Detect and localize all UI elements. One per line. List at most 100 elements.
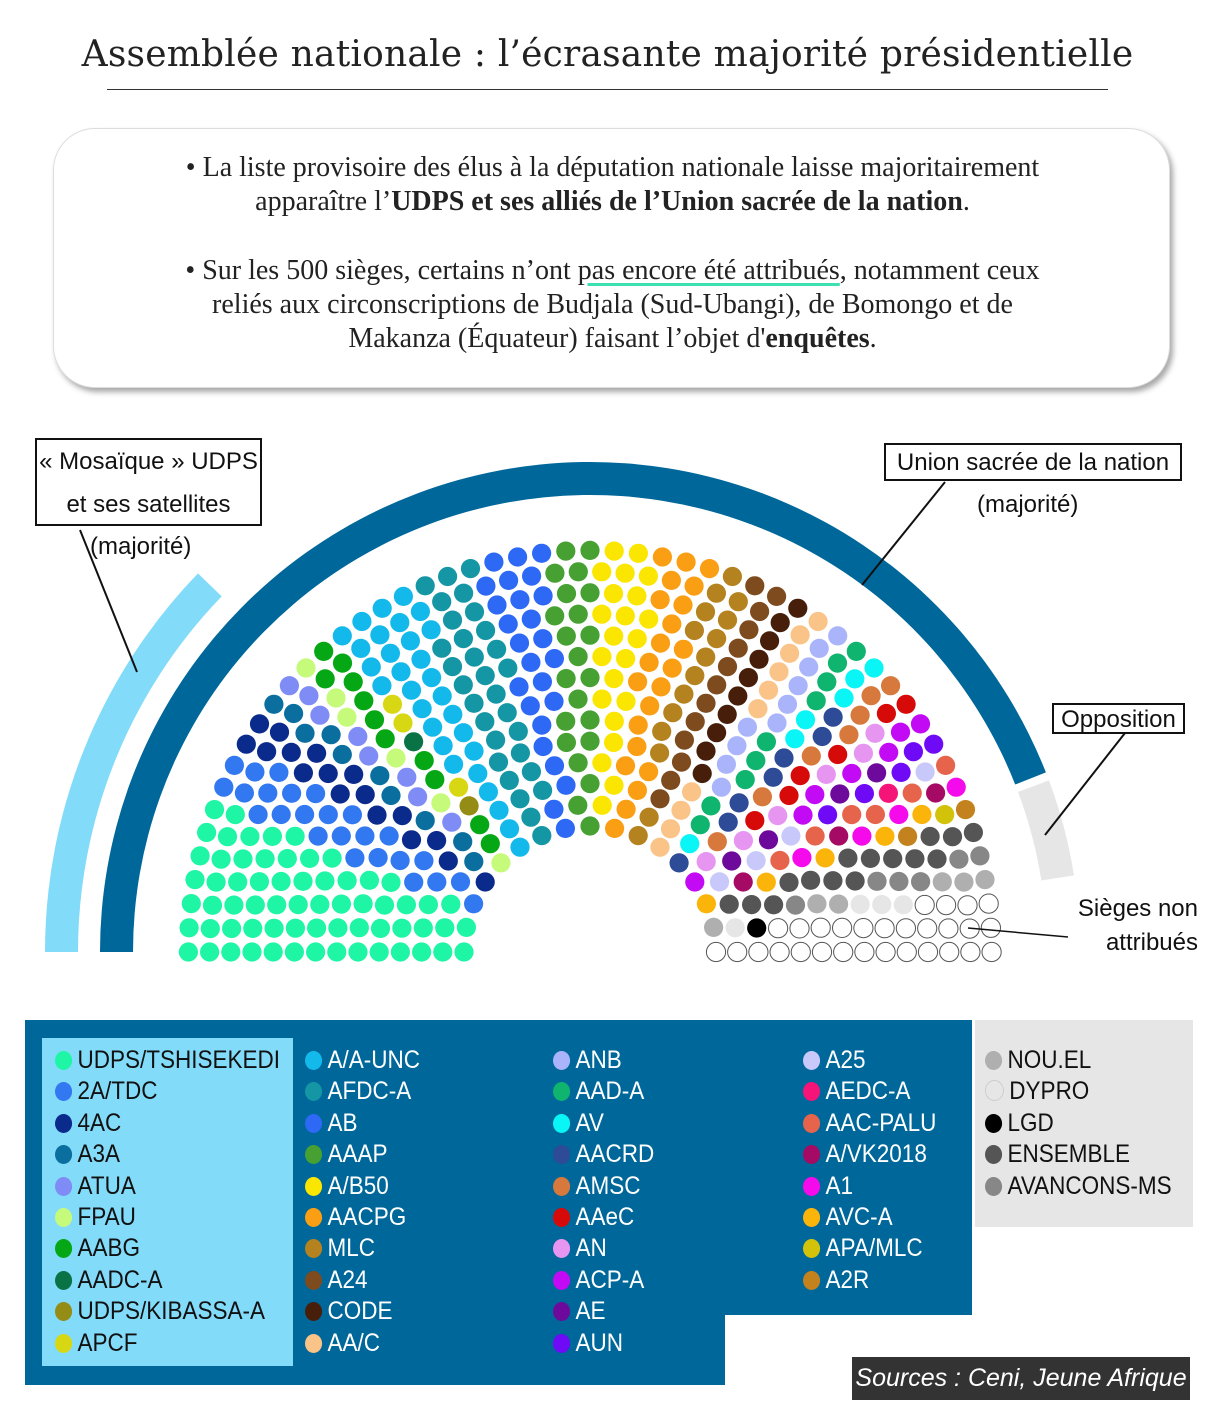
seat-a-a-unc [412, 699, 432, 719]
legend-item: AV [553, 1108, 604, 1139]
seat-atua [442, 812, 462, 832]
seat-a24 [745, 576, 765, 596]
legend-item: AACPG [305, 1202, 406, 1233]
seat-an [733, 831, 754, 851]
seat-a-a-unc [411, 649, 431, 669]
seat-unassigned [939, 941, 960, 963]
seat-aacrd [729, 793, 749, 813]
legend-item: AAeC [553, 1202, 634, 1233]
seat-unassigned [811, 941, 833, 963]
seat-udps-tshisekedi [322, 848, 342, 868]
seat-nou-el [975, 870, 995, 890]
legend-swatch-icon [803, 1270, 821, 1290]
seat-ab [498, 614, 518, 634]
seat-afdc-a [460, 559, 481, 579]
seat-aun [818, 805, 838, 825]
legend-item: AEDC-A [803, 1076, 911, 1107]
seat-an [696, 852, 716, 872]
seat-4ac [475, 872, 495, 892]
seat-4ac [269, 722, 290, 742]
seat-4ac [249, 714, 270, 734]
seat-anb [809, 638, 829, 659]
seat-avc-a [696, 894, 717, 914]
legend-item: A3A [55, 1139, 120, 1170]
legend-label: FPAU [77, 1203, 136, 1231]
legend-swatch-icon [553, 1239, 571, 1259]
seat-udps-tshisekedi [353, 894, 373, 914]
legend-label: AV [575, 1108, 604, 1137]
seat-a-a-unc [422, 668, 442, 688]
seat-ae [758, 830, 779, 850]
seat-ab [555, 818, 576, 839]
legend-label: A/VK2018 [825, 1140, 927, 1169]
seat-a24 [685, 712, 705, 732]
seat-aad-a [827, 653, 848, 673]
seat-code [717, 704, 737, 725]
seat-udps-tshisekedi [396, 895, 416, 915]
legend-item: AADC-A [55, 1265, 163, 1296]
seat-udps-tshisekedi [267, 895, 287, 915]
seat-aabg [470, 815, 490, 835]
mosaique-label: « Mosaïque » UDPS [39, 448, 258, 475]
seat-aaap [580, 583, 600, 603]
seat-an [816, 764, 836, 785]
seat-ab [556, 775, 576, 795]
seat-aacpg [662, 658, 682, 678]
seat-aacpg [699, 559, 720, 579]
seat-a-a-unc [372, 598, 392, 618]
legend-label: ANB [575, 1046, 622, 1074]
seat-aacpg [639, 652, 659, 673]
seat-code [692, 763, 712, 784]
seat-aaec [779, 785, 799, 806]
legend-swatch-icon [55, 1333, 73, 1353]
legend-item: NOU.EL [985, 1045, 1091, 1076]
seat-udps-tshisekedi [243, 918, 263, 939]
legend-item: ATUA [55, 1171, 136, 1202]
legend-label: ATUA [77, 1171, 136, 1200]
seat-a3a [332, 744, 352, 765]
seat-ensemble [838, 848, 858, 868]
seat-ab [499, 570, 519, 591]
seat-2a-tdc [368, 848, 388, 868]
seat-ae [830, 784, 850, 804]
seat-aaec [790, 766, 810, 786]
seat-aun [903, 742, 924, 762]
seat-aad-a [806, 691, 826, 711]
seat-aaap [568, 689, 588, 709]
seat-aacpg [650, 590, 670, 610]
seat-a3a [321, 725, 341, 745]
seat-aa-c [758, 680, 779, 700]
seat-mlc [650, 743, 670, 763]
legend-swatch-icon [55, 1270, 73, 1290]
seat-afdc-a [476, 620, 496, 641]
seat-a3a [284, 703, 304, 724]
seat-dypro [872, 895, 892, 915]
legend-swatch-icon [985, 1080, 1004, 1102]
seat-afdc-a [508, 721, 528, 742]
seat-aaec [745, 811, 765, 831]
seat-apa-mlc [935, 805, 955, 825]
seat-aac-palu [865, 804, 886, 825]
seat-udps-kibassa-a [459, 796, 479, 816]
seat-code [696, 741, 716, 761]
seat-2a-tdc [295, 804, 315, 825]
seat-unassigned [769, 941, 790, 963]
seat-aaec [896, 694, 916, 714]
seat-an [865, 723, 885, 743]
seat-ab [532, 715, 552, 735]
seat-udps-tshisekedi [331, 894, 351, 914]
legend-swatch-icon [305, 1270, 323, 1290]
seat-avc-a [815, 848, 835, 868]
legend-swatch-icon [305, 1302, 323, 1322]
seat-2a-tdc [379, 826, 399, 846]
seat-avancons-ms [889, 871, 909, 892]
seat-udps-tshisekedi [224, 895, 244, 915]
seat-aaec [828, 744, 848, 765]
legend-item: A2R [803, 1265, 869, 1296]
seat-afdc-a [510, 789, 530, 809]
seat-amsc [839, 725, 859, 745]
seat-afdc-a [453, 675, 473, 695]
legend-swatch-icon [305, 1208, 323, 1227]
seat-ab [544, 691, 564, 712]
